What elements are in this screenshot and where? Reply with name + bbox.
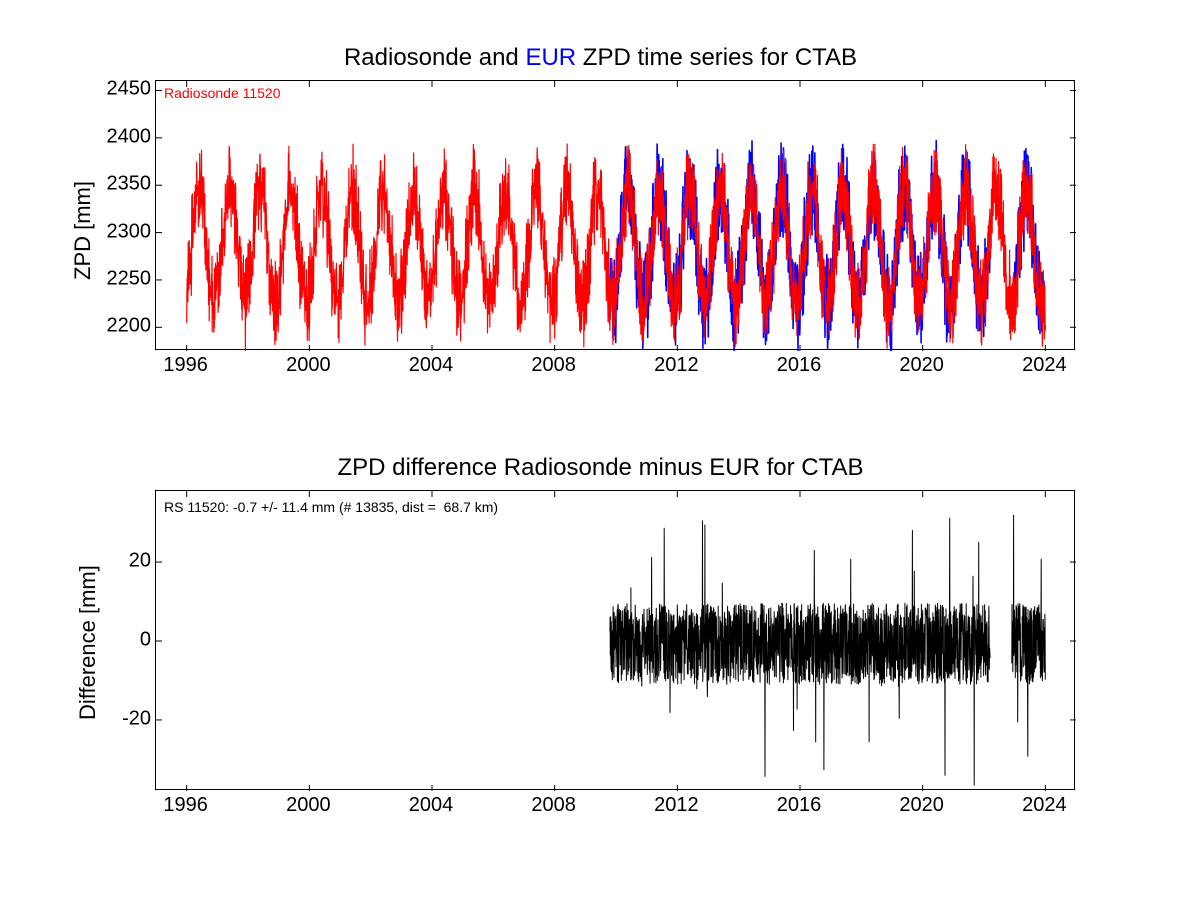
ytick-label: 2350 xyxy=(101,173,151,196)
bottom-title: ZPD difference Radiosonde minus EUR for … xyxy=(0,454,1201,482)
xtick-label: 2000 xyxy=(286,794,331,817)
xtick-label: 2008 xyxy=(531,794,576,817)
top-chart-svg xyxy=(156,81,1076,351)
top-panel: Radiosonde 11520 xyxy=(155,80,1075,350)
xtick-label: 2016 xyxy=(777,354,822,377)
xtick-label: 1996 xyxy=(163,354,208,377)
ytick-label: 2200 xyxy=(101,315,151,338)
xtick-label: 2024 xyxy=(1022,794,1067,817)
xtick-label: 2000 xyxy=(286,354,331,377)
top-title-suffix: ZPD time series for CTAB xyxy=(576,44,857,71)
bottom-chart-svg xyxy=(156,491,1076,791)
xtick-label: 2012 xyxy=(654,354,699,377)
top-ylabel: ZPD [mm] xyxy=(70,181,96,280)
xtick-label: 2004 xyxy=(409,354,454,377)
ytick-label: 2450 xyxy=(101,78,151,101)
bottom-ylabel: Difference [mm] xyxy=(75,565,101,720)
xtick-label: 1996 xyxy=(163,794,208,817)
xtick-label: 2024 xyxy=(1022,354,1067,377)
ytick-label: 2400 xyxy=(101,125,151,148)
xtick-label: 2020 xyxy=(899,354,944,377)
figure: Radiosonde and EUR ZPD time series for C… xyxy=(0,0,1201,901)
xtick-label: 2020 xyxy=(899,794,944,817)
xtick-label: 2016 xyxy=(777,794,822,817)
ytick-label: 2300 xyxy=(101,220,151,243)
xtick-label: 2012 xyxy=(654,794,699,817)
bottom-panel: RS 11520: -0.7 +/- 11.4 mm (# 13835, dis… xyxy=(155,490,1075,790)
ytick-label: 2250 xyxy=(101,267,151,290)
top-title-eur: EUR xyxy=(525,44,576,71)
top-annotation: Radiosonde 11520 xyxy=(164,85,281,101)
ytick-label: 0 xyxy=(134,629,151,652)
top-title: Radiosonde and EUR ZPD time series for C… xyxy=(0,44,1201,72)
top-title-prefix: Radiosonde and xyxy=(344,44,525,71)
ytick-label: -20 xyxy=(112,707,151,730)
xtick-label: 2008 xyxy=(531,354,576,377)
bottom-annotation: RS 11520: -0.7 +/- 11.4 mm (# 13835, dis… xyxy=(164,499,498,515)
ytick-label: 20 xyxy=(123,550,151,573)
xtick-label: 2004 xyxy=(409,794,454,817)
